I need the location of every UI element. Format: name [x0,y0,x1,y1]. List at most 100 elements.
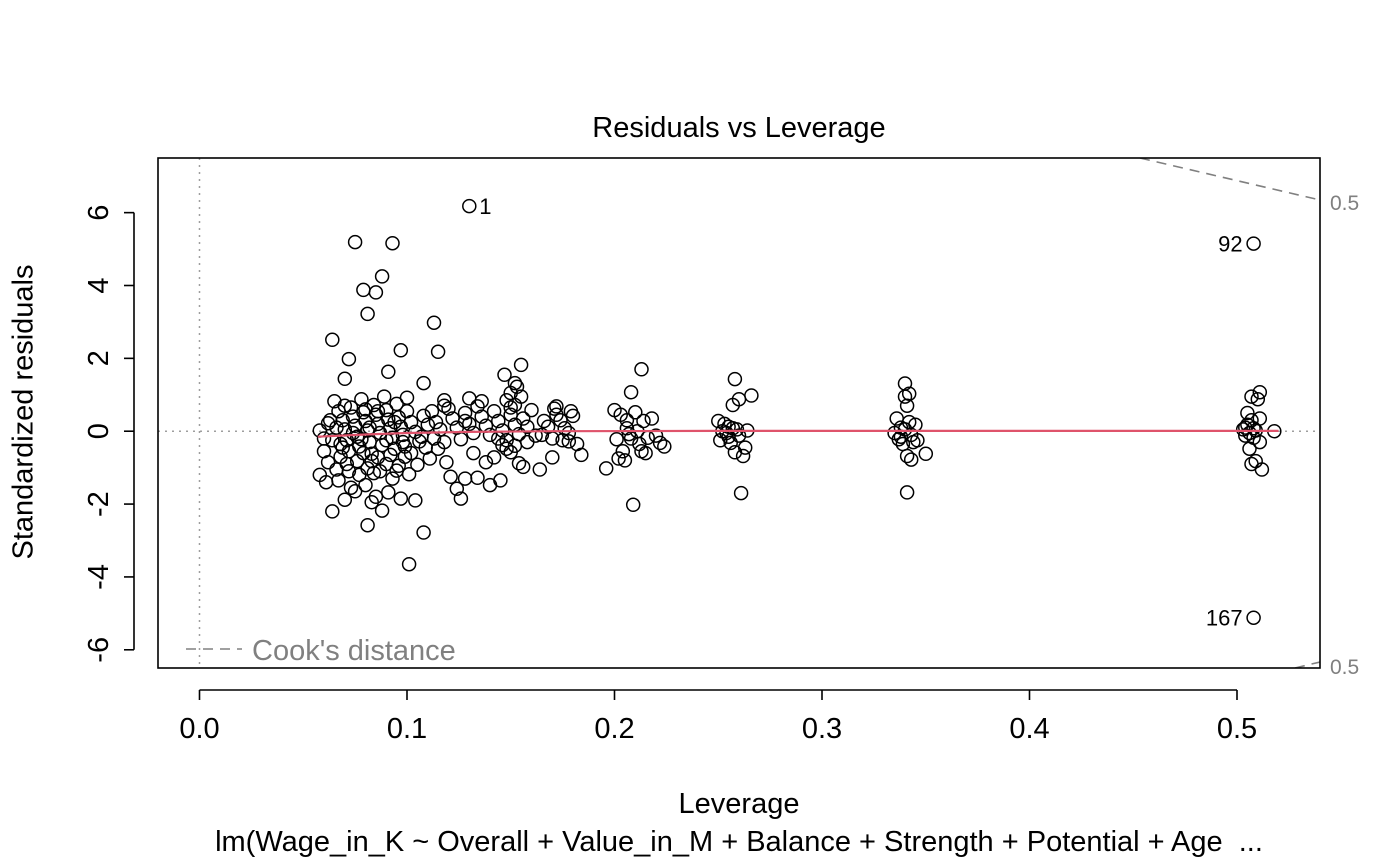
data-point [1252,384,1268,400]
data-point [457,471,473,486]
data-point [347,234,363,250]
data-point [1254,462,1270,477]
point-label: 1 [479,194,491,219]
x-tick-label: 0.4 [1009,713,1049,745]
point-labels: 1 92 167 [479,194,1242,631]
data-point [611,451,626,466]
data-point [725,397,741,413]
data-point [389,396,404,412]
cooks-contour-labels: 0.5 0.5 [1330,192,1359,679]
data-point [368,285,384,300]
data-point [628,405,643,420]
data-point [430,441,446,456]
data-point [474,394,489,409]
data-point [441,401,456,416]
point-label: 167 [1206,606,1243,631]
data-point [735,448,751,464]
y-tick-label: -2 [83,491,115,517]
data-point [497,367,512,383]
data-point [561,425,577,441]
data-point [393,491,409,506]
data-point [358,477,373,493]
data-point [638,445,653,461]
data-point [1246,610,1261,625]
data-point [420,417,436,432]
data-point [374,269,390,284]
x-tick-label: 0.5 [1217,713,1257,745]
cook-contour-lower [1294,661,1320,668]
data-point [356,282,371,298]
data-points [312,198,1282,625]
data-point [897,389,913,404]
data-point [466,445,481,461]
data-point [520,419,535,435]
data-point [615,444,631,459]
data-point [428,414,444,430]
data-point [1252,434,1268,450]
data-point [486,403,502,419]
data-point [401,466,417,482]
data-point [376,389,392,404]
data-point [403,445,419,461]
data-point [491,413,506,429]
data-point [547,401,562,416]
data-point [470,470,485,486]
data-point [343,480,359,495]
x-axis: 0.0 0.1 0.2 0.3 0.4 0.5 [179,689,1257,745]
data-point [439,454,454,470]
data-point [499,393,514,408]
data-point [437,393,452,408]
data-point [1252,411,1268,426]
data-point [457,413,473,429]
data-point [727,371,743,387]
data-point [335,440,350,455]
data-point [360,517,375,533]
data-point [899,398,915,413]
data-point [634,362,649,377]
data-point [318,474,334,490]
data-point [337,371,353,387]
data-point [437,398,452,413]
x-tick-label: 0.2 [594,713,634,745]
data-point [430,344,446,360]
data-point [899,485,915,500]
data-point [364,494,379,510]
data-point [339,456,355,472]
data-point [358,402,373,417]
data-point [360,306,375,322]
data-point [381,364,396,380]
data-point [410,457,425,472]
data-point [520,434,535,450]
data-point [574,447,589,463]
data-point [325,433,340,448]
x-tick-label: 0.3 [802,713,842,745]
data-point [366,465,382,481]
y-tick-label: 2 [83,350,115,366]
data-point [619,421,635,436]
cook-label-lower: 0.5 [1330,656,1359,679]
data-point [609,431,624,447]
data-point [509,379,525,395]
y-axis-label: Standardized residuals [7,264,40,560]
data-point [347,484,363,499]
y-tick-label: -6 [83,637,115,663]
data-point [623,384,639,400]
data-point [325,332,340,348]
y-tick-label: 0 [83,423,115,439]
data-point [515,411,531,426]
data-point [385,235,400,251]
data-point [549,399,564,414]
plot-frame [157,157,1321,669]
data-point [495,437,510,453]
point-label: 92 [1218,232,1242,257]
data-point [462,198,477,214]
data-point [387,414,402,430]
smoother-line [317,429,1279,438]
chart-title: Residuals vs Leverage [592,112,886,144]
data-point [356,445,371,461]
data-point [341,464,357,479]
data-point [432,422,448,437]
data-point [401,556,417,572]
data-point [1246,236,1261,251]
